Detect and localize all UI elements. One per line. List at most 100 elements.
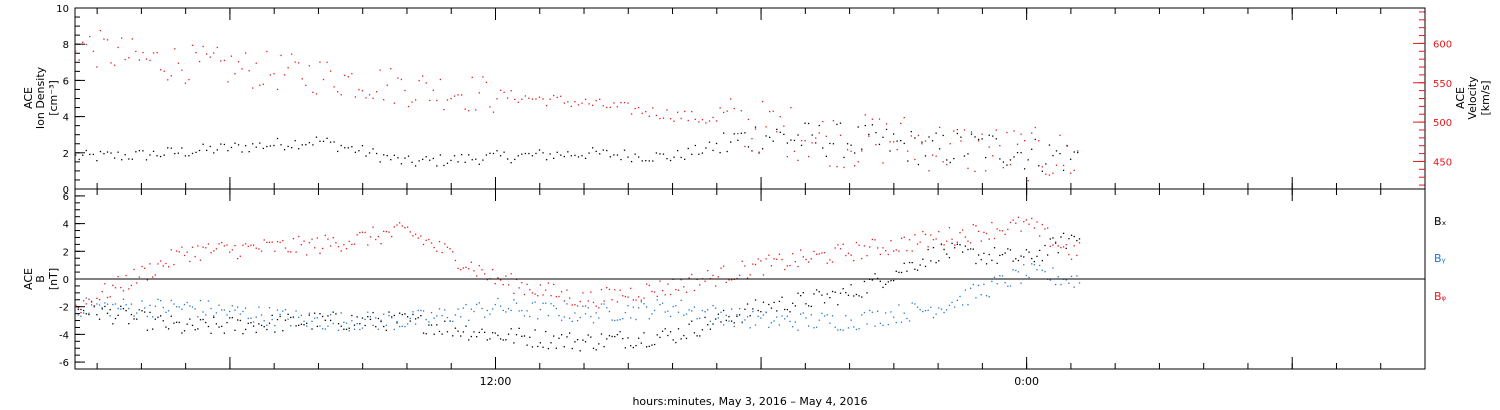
b-field-point — [1041, 223, 1043, 226]
density-point — [563, 155, 565, 158]
b-field-point — [582, 305, 584, 307]
density-point — [939, 148, 941, 150]
b-field-point — [494, 332, 496, 334]
b-field-point — [1068, 237, 1070, 240]
density-point — [892, 133, 895, 135]
b-field-point — [133, 268, 135, 271]
b-field-point — [399, 312, 401, 314]
b-field-point — [306, 325, 308, 327]
b-field-point — [120, 286, 122, 289]
b-field-point — [892, 279, 895, 282]
b-field-point — [980, 240, 982, 242]
b-field-point — [210, 332, 212, 334]
density-point — [174, 152, 176, 155]
velocity-point — [687, 119, 689, 122]
b-field-tick-label: 6 — [63, 192, 69, 203]
b-field-point — [173, 263, 175, 266]
velocity-point — [1023, 139, 1026, 142]
density-point — [436, 165, 438, 167]
b-field-point — [404, 325, 406, 328]
velocity-tick-label: 550 — [1433, 79, 1452, 90]
density-point — [283, 148, 286, 151]
velocity-point — [584, 98, 587, 101]
b-field-point — [340, 312, 342, 314]
velocity-point — [400, 78, 403, 81]
velocity-point — [450, 97, 452, 100]
b-field-point — [406, 316, 409, 318]
b-field-point — [531, 292, 534, 294]
b-field-point — [810, 305, 812, 308]
density-point — [761, 148, 764, 150]
b-field-point — [667, 310, 669, 312]
b-field-point — [802, 292, 804, 294]
velocity-point — [106, 39, 109, 41]
velocity-point — [570, 105, 573, 108]
b-field-point — [723, 265, 725, 267]
velocity-point — [666, 109, 668, 111]
b-field-point — [287, 313, 289, 315]
b-field-point — [141, 300, 143, 302]
velocity-point — [99, 29, 102, 32]
b-field-point — [730, 279, 733, 281]
b-field-point — [813, 250, 815, 253]
b-field-point — [638, 337, 640, 339]
b-field-point — [595, 312, 597, 314]
b-field-point — [608, 288, 611, 290]
density-point — [1031, 148, 1033, 150]
b-field-point — [619, 289, 621, 291]
b-field-point — [831, 315, 834, 317]
b-field-point — [640, 301, 642, 303]
b-field-point — [587, 300, 589, 302]
b-field-point — [815, 289, 818, 291]
b-field-point — [470, 308, 473, 310]
density-point — [896, 140, 898, 142]
b-field-point — [818, 319, 820, 321]
velocity-point — [878, 118, 881, 120]
b-field-point — [717, 276, 719, 278]
b-field-point — [82, 312, 85, 314]
b-field-point — [385, 329, 388, 332]
b-field-point — [529, 289, 531, 291]
velocity-point — [195, 52, 197, 54]
b-field-point — [502, 339, 504, 341]
b-field-point — [263, 239, 265, 241]
velocity-point — [524, 95, 527, 97]
b-field-point — [983, 231, 985, 234]
b-field-point — [369, 316, 372, 318]
b-field-point — [237, 257, 239, 260]
b-field-point — [226, 314, 228, 316]
b-field-point — [877, 277, 879, 280]
b-field-point — [287, 250, 289, 253]
density-point — [935, 132, 937, 134]
b-field-point — [558, 337, 560, 339]
density-point — [1055, 150, 1058, 152]
b-field-point — [900, 271, 903, 274]
b-field-point — [316, 237, 318, 239]
b-field-point — [515, 302, 518, 304]
b-field-point — [895, 321, 897, 324]
b-field-point — [576, 305, 579, 307]
density-point — [1009, 159, 1012, 161]
b-field-point — [914, 268, 916, 270]
b-field-point — [760, 317, 762, 319]
velocity-point — [517, 101, 519, 103]
b-field-point — [792, 253, 794, 255]
b-field-point — [659, 303, 661, 306]
b-field-point — [202, 246, 204, 248]
b-field-point — [393, 314, 395, 317]
density-point — [956, 132, 959, 135]
b-field-point — [969, 287, 972, 289]
b-field-point — [223, 332, 226, 334]
b-field-point — [457, 330, 459, 332]
b-field-point — [367, 244, 369, 246]
density-point — [669, 159, 672, 162]
b-field-point — [1049, 238, 1051, 240]
density-point — [931, 140, 934, 142]
b-field-point — [157, 298, 159, 300]
b-field-point — [616, 301, 619, 303]
b-field-point — [271, 314, 273, 317]
b-field-point — [329, 319, 332, 322]
density-point — [815, 142, 817, 144]
density-point — [386, 154, 388, 157]
b-field-point — [805, 303, 807, 305]
